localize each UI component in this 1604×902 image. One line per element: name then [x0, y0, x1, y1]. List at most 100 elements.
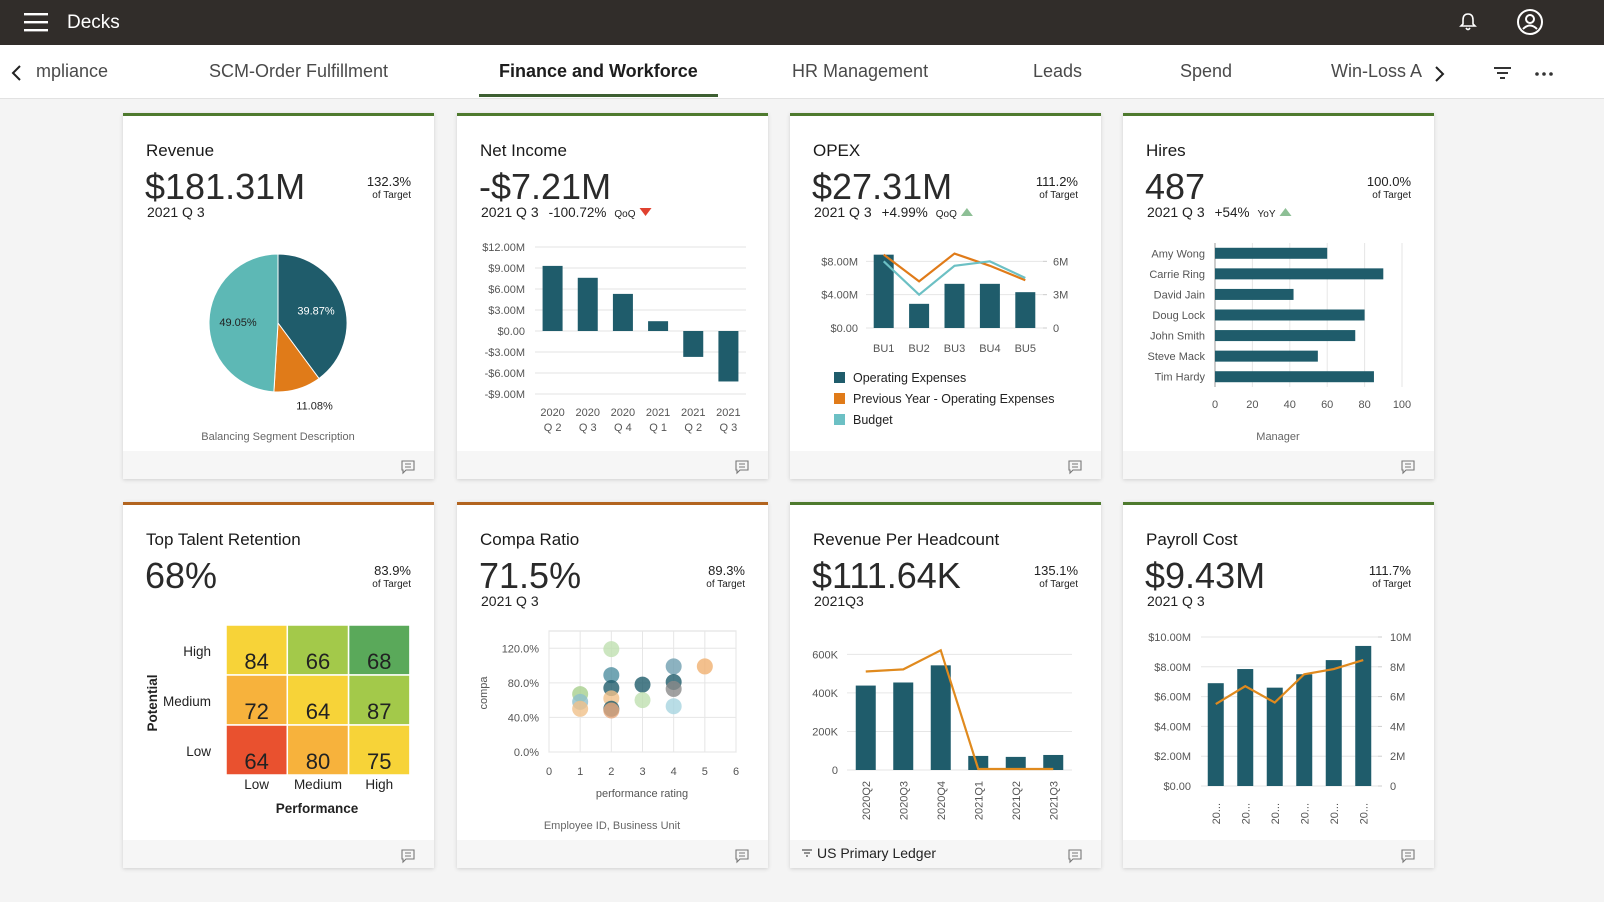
- comment-icon[interactable]: [401, 849, 415, 864]
- card-footer: [457, 451, 768, 479]
- tab[interactable]: SCM-Order Fulfillment: [209, 61, 389, 81]
- x-tick-line: 2020: [576, 407, 600, 419]
- scroll-left[interactable]: [10, 64, 24, 82]
- x-tick-label: 2021 Q 1: [646, 407, 670, 434]
- trend-arrow: [1279, 208, 1292, 216]
- card[interactable]: Net Income -$7.21M 2021 Q 3 -100.72% QoQ $12.…: [457, 113, 768, 479]
- card[interactable]: Compa Ratio 71.5% 2021 Q 3 89.3% of Target 0 1…: [457, 502, 768, 868]
- comment-icon[interactable]: [735, 849, 749, 864]
- bar: [718, 331, 739, 382]
- y2-tick-label: 0: [1390, 781, 1396, 793]
- target: 132.3%: [367, 174, 412, 189]
- tab-bar: mpliance SCM-Order Fulfillment Finance and…: [0, 45, 1604, 99]
- card-footer: [123, 840, 434, 868]
- x-tick-label: 20...: [1211, 803, 1223, 824]
- bell-icon[interactable]: [1458, 12, 1478, 32]
- chart-footer: Balancing Segment Description: [201, 431, 354, 443]
- card[interactable]: OPEX $27.31M 2021 Q 3 +4.99% QoQ 111.2% of Tar…: [790, 113, 1101, 479]
- menu-icon[interactable]: [23, 11, 53, 35]
- y-tick-label: $3.00M: [488, 305, 525, 317]
- kpi-value: $181.31M: [145, 166, 305, 207]
- tab[interactable]: Spend: [1180, 61, 1233, 81]
- point: [634, 676, 651, 693]
- y-axis-title: compa: [478, 676, 490, 710]
- target: 111.7%: [1369, 563, 1412, 578]
- y-tick-label: -$6.00M: [485, 368, 525, 380]
- y2-tick-label: 2M: [1390, 751, 1405, 763]
- y-tick-label: Carrie Ring: [1149, 269, 1205, 281]
- cell-value: 80: [306, 749, 330, 774]
- card-title: Revenue Per Headcount: [813, 530, 999, 549]
- card-body: Revenue Per Headcount$111.64K2021Q3135.1…: [790, 530, 1101, 868]
- x-tick-label: 6: [733, 766, 739, 778]
- bar: [944, 283, 965, 328]
- y-tick-label: $10.00M: [1148, 632, 1191, 644]
- point: [634, 692, 651, 709]
- comment-icon[interactable]: [1401, 849, 1415, 864]
- col-label: Medium: [294, 777, 342, 792]
- tab[interactable]: mpliance: [36, 61, 109, 81]
- heat-cell: [225, 624, 289, 676]
- tab[interactable]: Leads: [1033, 61, 1083, 81]
- legend-swatch: [834, 393, 845, 404]
- chart-footer: Employee ID, Business Unit: [544, 820, 680, 832]
- period: 2021Q3: [814, 593, 864, 609]
- period: 2021 Q 3: [814, 204, 872, 220]
- tab[interactable]: Finance and Workforce: [499, 61, 698, 81]
- bar: [577, 277, 598, 331]
- card[interactable]: Payroll Cost $9.43M 2021 Q 3 111.7% of Targe…: [1123, 502, 1434, 868]
- x-tick-label: 4: [671, 766, 677, 778]
- card[interactable]: Revenue Per Headcount $111.64K 2021Q3 135.1…: [790, 502, 1101, 868]
- x-tick-line: 2021: [681, 407, 705, 419]
- comment-icon[interactable]: [735, 460, 749, 475]
- x-tick-label: 0: [546, 766, 552, 778]
- y-tick-label: 200K: [812, 726, 838, 738]
- y-tick-label: $0.00: [497, 326, 525, 338]
- line: [865, 648, 1054, 771]
- x-tick-label: BU2: [908, 343, 929, 355]
- comment-icon[interactable]: [1401, 460, 1415, 475]
- comment-icon[interactable]: [401, 460, 415, 475]
- x-tick-label: 2021Q1: [973, 781, 985, 820]
- cell-value: 75: [367, 749, 391, 774]
- tab[interactable]: HR Management: [792, 61, 929, 81]
- user-icon[interactable]: [1516, 8, 1544, 36]
- kpi-value: 71.5%: [479, 555, 581, 596]
- legend-label: Budget: [853, 413, 893, 427]
- x-tick-label: 20...: [1270, 803, 1282, 824]
- col-label: High: [365, 777, 393, 792]
- x-tick-label: 2020 Q 4: [611, 407, 635, 434]
- card[interactable]: Revenue $181.31M 2021 Q 3 132.3% of Target 39…: [123, 113, 434, 479]
- more-icon[interactable]: [1534, 70, 1554, 78]
- legend-label: Previous Year - Operating Expenses: [853, 392, 1055, 406]
- y-tick-label: Steve Mack: [1148, 351, 1206, 363]
- bar: [1215, 288, 1294, 300]
- bar: [1215, 350, 1318, 362]
- filter-icon[interactable]: [1493, 66, 1513, 82]
- delta: +4.99%: [882, 205, 928, 220]
- comment-icon[interactable]: [1068, 849, 1082, 864]
- slice-label: 39.87%: [297, 305, 335, 317]
- card[interactable]: Hires 487 2021 Q 3 +54% YoY 100.0% of Target 0 2…: [1123, 113, 1434, 479]
- x-tick-label: 1: [577, 766, 583, 778]
- x-axis-title: performance rating: [596, 788, 688, 800]
- x-tick-label: 2020Q3: [898, 781, 910, 820]
- kpi-value: 68%: [145, 555, 217, 596]
- y2-tick-label: 10M: [1390, 632, 1411, 644]
- card[interactable]: Top Talent Retention 68% 83.9% of Target Hig…: [123, 502, 434, 868]
- x-tick-label: BU1: [873, 343, 894, 355]
- tab[interactable]: Win-Loss A: [1331, 61, 1423, 81]
- target: 111.2%: [1036, 174, 1079, 189]
- scroll-right[interactable]: [1432, 65, 1446, 83]
- bar: [968, 755, 989, 770]
- x-tick-label: BU3: [944, 343, 965, 355]
- point: [572, 700, 589, 717]
- line: [883, 252, 1026, 283]
- top-bar: Decks: [0, 0, 1604, 45]
- comment-icon[interactable]: [1068, 460, 1082, 475]
- x-tick-label: 40: [1284, 399, 1296, 411]
- y-tick-label: $2.00M: [1154, 751, 1191, 763]
- card-title: Compa Ratio: [480, 530, 579, 549]
